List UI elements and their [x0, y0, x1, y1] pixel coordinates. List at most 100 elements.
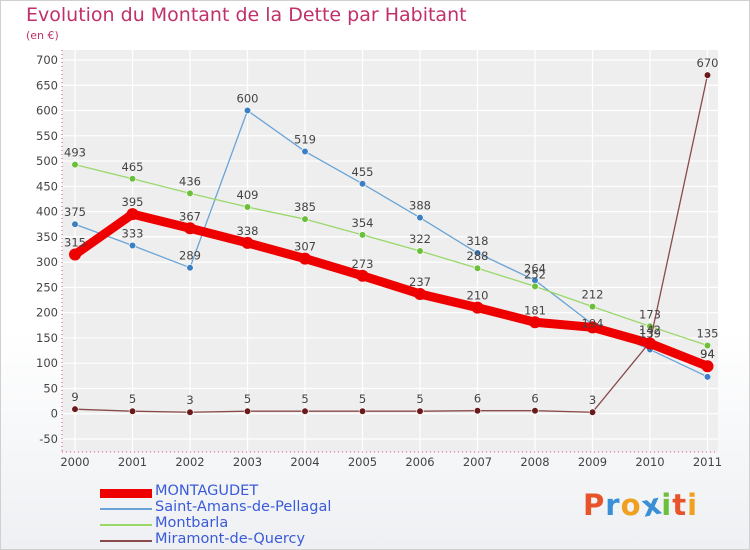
- data-label: 367: [179, 209, 201, 223]
- data-label: 375: [64, 205, 86, 219]
- chart-title: Evolution du Montant de la Dette par Hab…: [26, 4, 467, 26]
- data-point: [416, 247, 424, 255]
- legend-swatch: [100, 524, 152, 526]
- data-label: 322: [409, 232, 431, 246]
- data-point: [186, 189, 194, 198]
- data-label: 465: [122, 160, 144, 174]
- data-point: [71, 220, 79, 228]
- data-label: 3: [186, 393, 193, 407]
- data-label: 3: [589, 393, 596, 407]
- data-point: [529, 316, 541, 329]
- chart-unit-label: (en €): [26, 29, 59, 42]
- data-label: 173: [639, 307, 661, 321]
- x-tick-label: 2000: [60, 455, 89, 469]
- data-point: [186, 408, 194, 416]
- data-point: [531, 407, 539, 415]
- plot-area: [62, 50, 718, 452]
- data-label: 670: [697, 56, 719, 70]
- legend-swatch: [100, 540, 152, 542]
- data-point: [301, 215, 309, 223]
- y-tick-label: 700: [36, 53, 58, 67]
- y-tick-label: 450: [36, 179, 58, 193]
- data-point: [126, 208, 139, 221]
- data-point: [243, 203, 252, 211]
- proxiti-logo: Proxiti: [583, 486, 699, 523]
- legend-swatch: [100, 508, 152, 510]
- data-label: 493: [64, 146, 86, 160]
- data-label: 388: [409, 199, 431, 213]
- x-tick-label: 2010: [635, 455, 664, 469]
- data-point: [703, 341, 712, 350]
- data-point: [358, 231, 367, 239]
- data-label: 289: [179, 249, 201, 263]
- x-tick-label: 2008: [520, 455, 549, 469]
- legend-label: Montbarla: [155, 515, 229, 531]
- data-label: 194: [582, 317, 604, 331]
- y-tick-label: 300: [36, 255, 58, 269]
- data-label: 94: [700, 347, 715, 361]
- logo-letter: r: [605, 488, 621, 522]
- data-label: 395: [122, 195, 144, 209]
- data-point: [531, 282, 539, 290]
- data-label: 212: [582, 288, 604, 302]
- data-point: [473, 264, 482, 272]
- legend-label: Saint-Amans-de-Pellagal: [155, 499, 332, 515]
- data-point: [588, 303, 597, 311]
- data-label: 237: [409, 275, 431, 289]
- data-label: 264: [524, 261, 546, 275]
- y-tick-label: 0: [51, 407, 58, 421]
- data-label: 600: [237, 92, 259, 106]
- data-point: [186, 264, 194, 272]
- y-tick-label: 550: [36, 129, 58, 143]
- data-label: 181: [524, 303, 546, 317]
- y-tick-label: 650: [36, 78, 58, 92]
- y-tick-label: 200: [36, 306, 58, 320]
- data-point: [128, 241, 137, 250]
- data-point: [358, 180, 367, 188]
- y-tick-label: 400: [36, 205, 58, 219]
- legend-swatch: [100, 488, 152, 498]
- data-point: [703, 373, 712, 381]
- x-tick-label: 2007: [463, 455, 492, 469]
- data-label: 318: [467, 234, 489, 248]
- y-tick-label: 500: [36, 154, 58, 168]
- data-label: 5: [416, 392, 423, 406]
- logo-letter: P: [583, 488, 606, 522]
- data-label: 94: [700, 347, 715, 361]
- data-point: [69, 248, 81, 261]
- legend-label: MONTAGUDET: [155, 483, 259, 499]
- logo-letter: i: [687, 488, 699, 522]
- data-label: 354: [352, 216, 374, 230]
- data-point: [71, 405, 79, 413]
- y-tick-label: 100: [36, 356, 58, 370]
- logo-letter: o: [620, 488, 642, 522]
- x-tick-label: 2001: [118, 455, 147, 469]
- data-label: 5: [301, 392, 308, 406]
- data-point: [358, 407, 367, 415]
- data-label: 519: [294, 132, 316, 146]
- data-point: [299, 252, 311, 265]
- data-point: [703, 71, 712, 79]
- y-tick-label: -50: [39, 432, 58, 446]
- data-label: 6: [474, 392, 481, 406]
- data-point: [416, 407, 424, 415]
- data-point: [243, 106, 252, 115]
- y-tick-label: 600: [36, 104, 58, 118]
- data-label: 5: [129, 392, 136, 406]
- data-point: [416, 214, 424, 222]
- x-tick-label: 2009: [578, 455, 607, 469]
- data-label: 139: [639, 326, 661, 340]
- y-tick-label: 150: [36, 331, 58, 345]
- data-label: 5: [244, 392, 251, 406]
- x-tick-label: 2002: [175, 455, 204, 469]
- data-label: 288: [467, 249, 489, 263]
- data-point: [128, 407, 137, 415]
- legend-label: Miramont-de-Quercy: [155, 531, 306, 547]
- data-label: 385: [294, 200, 316, 214]
- data-point: [301, 147, 309, 156]
- data-label: 6: [531, 392, 538, 406]
- data-point: [588, 408, 597, 416]
- x-tick-label: 2011: [693, 455, 722, 469]
- data-label: 409: [237, 188, 259, 202]
